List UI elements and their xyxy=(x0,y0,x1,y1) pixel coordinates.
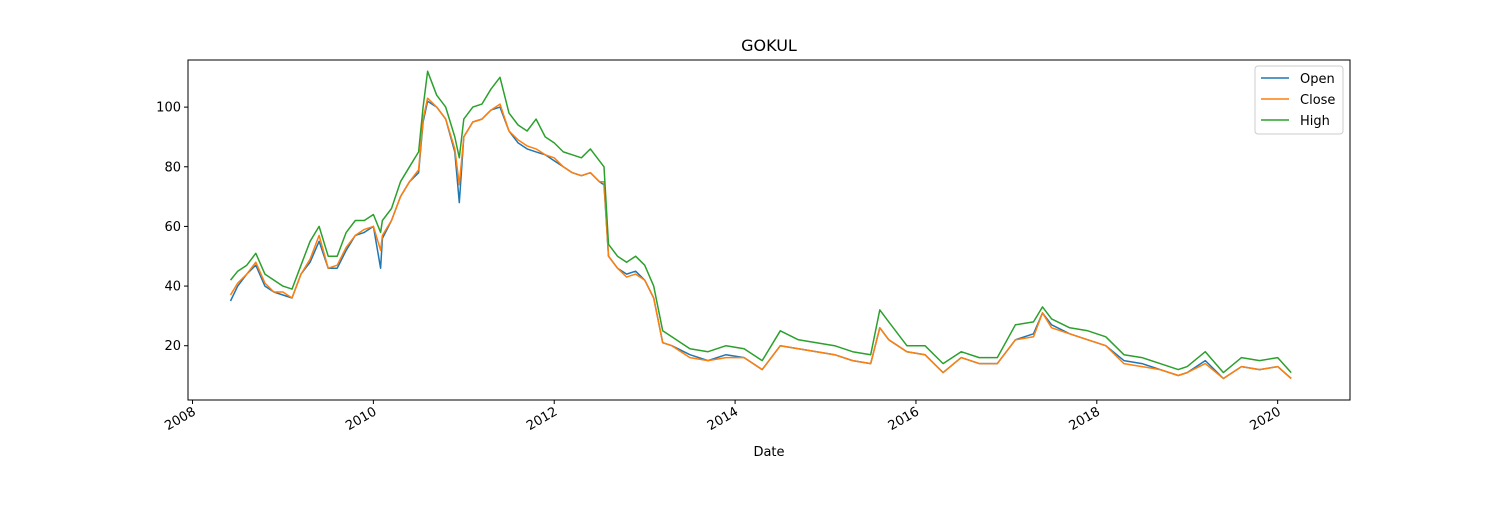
series-line-close xyxy=(229,97,1292,380)
x-tick-label: 2008 xyxy=(162,404,198,434)
legend-label-open: Open xyxy=(1300,72,1335,87)
legend-box xyxy=(1254,65,1344,135)
series-line-high xyxy=(229,70,1292,374)
x-tick-label: 2020 xyxy=(1247,404,1283,434)
plot-area xyxy=(229,70,1292,380)
series-line-open xyxy=(229,100,1292,380)
x-tick-label: 2014 xyxy=(705,404,741,434)
y-tick-label: 40 xyxy=(164,280,181,295)
legend-label-close: Close xyxy=(1300,93,1335,108)
y-tick-label: 80 xyxy=(164,160,181,175)
y-tick-label: 60 xyxy=(164,220,181,235)
legend-label-high: High xyxy=(1300,114,1330,129)
chart-title: GOKUL xyxy=(741,36,797,55)
x-tick-label: 2018 xyxy=(1067,404,1103,434)
plot-frame xyxy=(187,59,1351,401)
y-tick-label: 100 xyxy=(156,101,181,116)
x-axis-label: Date xyxy=(753,445,784,460)
x-tick-label: 2012 xyxy=(524,404,560,434)
y-tick-label: 20 xyxy=(164,339,181,354)
x-tick-label: 2016 xyxy=(886,404,922,434)
legend: Open Close High xyxy=(1254,65,1344,135)
x-tick-label: 2010 xyxy=(343,404,379,434)
